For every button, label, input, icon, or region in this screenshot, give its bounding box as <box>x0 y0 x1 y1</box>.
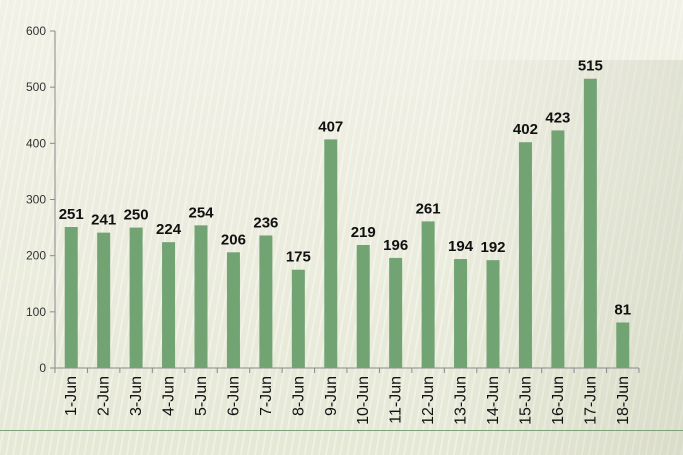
bar <box>486 260 500 368</box>
data-label: 250 <box>124 207 149 224</box>
data-label: 175 <box>286 249 311 266</box>
bar <box>291 269 305 368</box>
bar <box>551 130 565 368</box>
category-label: 9-Jun <box>323 376 340 416</box>
category-label: 12-Jun <box>420 376 437 425</box>
bar <box>421 221 435 368</box>
y-tick-label: 300 <box>26 193 46 207</box>
category-label: 13-Jun <box>453 376 470 425</box>
bar <box>616 322 630 368</box>
data-label: 194 <box>448 238 474 255</box>
bottom-rule <box>0 430 683 431</box>
data-label: 192 <box>480 239 505 256</box>
y-tick-label: 100 <box>26 305 46 319</box>
data-labels: 251 241 250 224 254 206 236 175 407 219 196 261 194 1… <box>59 58 631 319</box>
bar <box>518 142 532 368</box>
bar <box>129 227 143 368</box>
data-label: 407 <box>318 118 343 135</box>
category-label: 1-Jun <box>63 376 80 416</box>
bar <box>226 252 240 368</box>
data-label: 224 <box>156 221 182 238</box>
data-label: 423 <box>545 109 570 126</box>
category-label: 10-Jun <box>355 376 372 425</box>
category-label: 6-Jun <box>225 376 242 416</box>
data-label: 254 <box>188 204 214 221</box>
bar <box>162 242 176 368</box>
data-label: 402 <box>513 121 538 138</box>
bar <box>454 259 468 368</box>
category-label: 8-Jun <box>290 376 307 416</box>
category-label: 14-Jun <box>485 376 502 425</box>
bars <box>64 78 630 368</box>
y-axis: 0 100 200 300 400 500 600 <box>26 24 56 375</box>
y-tick-label: 0 <box>39 361 46 375</box>
bar <box>259 235 273 368</box>
bar <box>583 78 597 368</box>
category-label: 5-Jun <box>193 376 210 416</box>
x-axis <box>54 367 640 373</box>
y-tick-label: 400 <box>26 136 46 150</box>
data-label: 241 <box>91 212 116 229</box>
y-tick-label: 600 <box>26 24 46 38</box>
bar <box>356 244 370 368</box>
category-label: 7-Jun <box>258 376 275 416</box>
category-label: 11-Jun <box>388 376 405 424</box>
data-label: 236 <box>253 214 278 231</box>
category-label: 17-Jun <box>582 376 599 425</box>
bar <box>64 227 78 368</box>
data-label: 81 <box>614 302 631 319</box>
bar <box>97 232 111 368</box>
data-label: 251 <box>59 206 84 223</box>
bar <box>324 139 338 368</box>
category-label: 3-Jun <box>128 376 145 416</box>
data-label: 261 <box>416 200 441 217</box>
data-label: 196 <box>383 237 408 254</box>
category-label: 16-Jun <box>550 376 567 425</box>
category-labels: 1-Jun 2-Jun 3-Jun 4-Jun 5-Jun 6-Jun 7-Jun 8-Jun… <box>63 376 632 425</box>
y-tick-label: 500 <box>26 80 46 94</box>
category-label: 15-Jun <box>517 376 534 425</box>
data-label: 219 <box>351 224 376 241</box>
y-tick-label: 200 <box>26 249 46 263</box>
data-label: 206 <box>221 231 246 248</box>
bar <box>389 257 403 368</box>
category-label: 4-Jun <box>161 376 178 416</box>
category-label: 18-Jun <box>615 376 632 425</box>
data-label: 515 <box>578 58 603 75</box>
bar <box>194 225 208 368</box>
category-label: 2-Jun <box>96 376 113 416</box>
